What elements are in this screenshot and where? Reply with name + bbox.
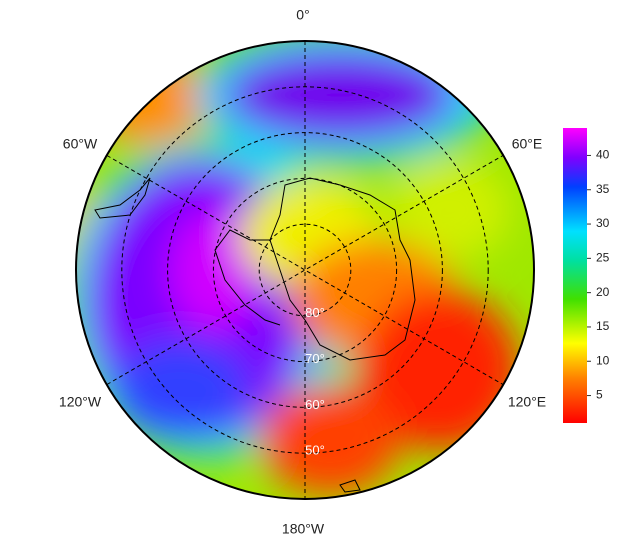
latitude-circle: [167, 132, 443, 408]
colorbar: 5 10 15 20 25 30 35 40: [563, 128, 610, 423]
colorbar-tick-label: 15: [596, 319, 610, 333]
colorbar-tick-label: 35: [596, 182, 610, 196]
field: [76, 41, 534, 499]
colorbar-tick-label: 20: [596, 285, 610, 299]
lon-label: 60°W: [63, 136, 98, 152]
graticule: [106, 41, 504, 499]
lon-label: 180°W: [282, 521, 325, 537]
latitude-circle: [212, 177, 398, 363]
lat-label: 60°: [305, 397, 325, 412]
colorbar-tick-label: 25: [596, 251, 610, 265]
colorbar-tick-label: 40: [596, 148, 610, 162]
lon-label: 120°E: [508, 394, 546, 410]
coastline: [94, 177, 416, 493]
colorbar-tick-label: 5: [596, 388, 603, 402]
colorbar-tick-label: 30: [596, 216, 610, 230]
lon-label: 0°: [296, 7, 309, 23]
lat-label: 80°: [305, 305, 325, 320]
lat-label: 50°: [305, 443, 325, 458]
map-border: [75, 40, 535, 500]
lat-label: 70°: [305, 351, 325, 366]
colorbar-gradient: [563, 128, 587, 423]
latitude-circle: [121, 86, 489, 454]
latitude-circle: [258, 223, 352, 317]
colorbar-tick-label: 10: [596, 353, 610, 367]
lon-label: 60°E: [512, 136, 543, 152]
lon-label: 120°W: [59, 394, 102, 410]
